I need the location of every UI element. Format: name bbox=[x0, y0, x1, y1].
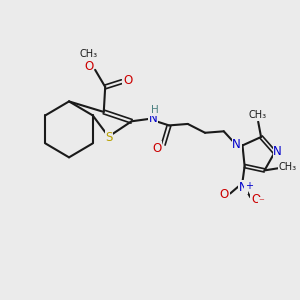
Text: +: + bbox=[245, 181, 253, 190]
Text: N: N bbox=[273, 145, 282, 158]
Text: S: S bbox=[105, 131, 113, 144]
Text: O: O bbox=[84, 60, 93, 74]
Text: CH₃: CH₃ bbox=[248, 110, 267, 120]
Text: O: O bbox=[220, 188, 229, 201]
Text: O: O bbox=[152, 142, 162, 154]
Text: ⁻: ⁻ bbox=[258, 198, 264, 208]
Text: H: H bbox=[151, 105, 158, 115]
Text: CH₃: CH₃ bbox=[278, 163, 297, 172]
Text: O: O bbox=[123, 74, 132, 87]
Text: N: N bbox=[232, 138, 241, 151]
Text: CH₃: CH₃ bbox=[80, 49, 98, 58]
Text: O: O bbox=[251, 193, 260, 206]
Text: N: N bbox=[149, 112, 158, 125]
Text: N: N bbox=[238, 181, 247, 194]
